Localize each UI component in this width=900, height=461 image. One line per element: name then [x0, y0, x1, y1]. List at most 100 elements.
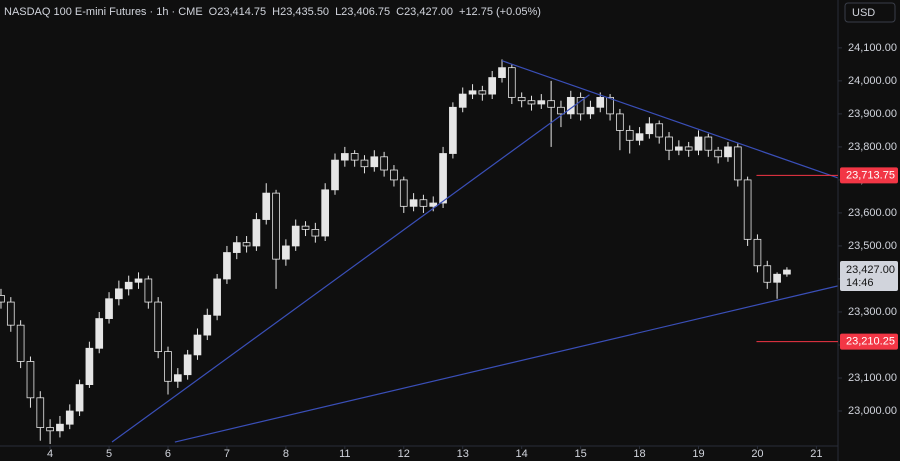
- candle-body: [272, 192, 280, 260]
- x-tick-label: 7: [224, 448, 230, 460]
- candle-body: [606, 96, 614, 115]
- candle-body: [56, 423, 64, 432]
- candle-body: [773, 273, 781, 283]
- candle-body: [0, 295, 5, 303]
- x-tick-label: 15: [574, 448, 586, 460]
- candle-body: [498, 67, 506, 78]
- candle-body: [311, 229, 320, 237]
- candle-body: [616, 113, 624, 131]
- candle-body: [46, 427, 54, 432]
- candle-body: [95, 318, 104, 349]
- candle-body: [399, 179, 408, 207]
- candle-body: [331, 159, 339, 191]
- candle-body: [547, 100, 555, 108]
- candle-body: [380, 156, 388, 171]
- plot-area: [0, 59, 839, 445]
- x-tick-label: 19: [692, 448, 704, 460]
- candle-body: [655, 123, 664, 138]
- x-tick-label: 4: [47, 448, 53, 460]
- candle-body: [6, 301, 15, 326]
- last-price-box: [840, 261, 898, 292]
- candle-body: [164, 351, 172, 382]
- candle-body: [154, 301, 163, 352]
- candle-body: [115, 288, 123, 300]
- x-tick-label: 6: [165, 448, 171, 460]
- candle-body: [714, 149, 722, 158]
- x-tick-label: 8: [283, 448, 289, 460]
- candle-body: [675, 146, 683, 151]
- ohlc-value: L23,406.75: [335, 6, 390, 18]
- candle-body: [124, 281, 133, 290]
- level-label: 23,210.25: [846, 336, 895, 348]
- candle-body: [213, 278, 221, 316]
- currency-button[interactable]: [844, 2, 896, 23]
- x-tick-label: 21: [810, 448, 822, 460]
- ohlc-value: O23,414.75: [209, 6, 267, 18]
- trend-line: [174, 285, 839, 443]
- candle-body: [684, 146, 693, 151]
- candle-body: [557, 106, 565, 115]
- chart-title: NASDAQ 100 E-mini Futures · 1h · CME: [4, 6, 203, 18]
- candle-body: [360, 159, 369, 168]
- y-tick-label: 23,100.00: [848, 372, 897, 384]
- candle-body: [232, 242, 241, 253]
- candle-body: [203, 314, 212, 336]
- x-tick-label: 12: [398, 448, 410, 460]
- candle-body: [252, 219, 261, 247]
- candle-body: [262, 192, 271, 220]
- candle-body: [733, 146, 742, 181]
- candle-body: [488, 77, 497, 95]
- trend-line: [111, 94, 590, 443]
- ohlc-value: H23,435.50: [272, 6, 329, 18]
- last-price-label: 23,427.00: [846, 264, 895, 276]
- level-label: 23,713.75: [846, 169, 895, 181]
- candle-body: [193, 334, 202, 356]
- candle-body: [105, 298, 113, 319]
- candle-body: [449, 106, 457, 154]
- level-label-box: [840, 333, 898, 350]
- y-tick-label: 23,800.00: [848, 141, 897, 153]
- currency[interactable]: USD: [852, 7, 875, 19]
- candle-body: [26, 361, 35, 399]
- candle-body: [507, 67, 516, 98]
- x-tick-label: 18: [633, 448, 645, 460]
- candle-body: [340, 153, 349, 161]
- candle-body: [527, 100, 536, 105]
- candle-body: [409, 199, 418, 207]
- x-tick-label: 5: [106, 448, 112, 460]
- candle-body: [665, 136, 673, 151]
- candle-body: [173, 374, 182, 382]
- countdown: 14:46: [846, 277, 874, 289]
- candle-body: [635, 133, 644, 141]
- candle-body: [419, 199, 428, 207]
- candle-body: [783, 269, 791, 275]
- candle-body: [301, 225, 310, 230]
- candle-body: [478, 90, 487, 95]
- y-tick-label: 23,500.00: [848, 240, 897, 252]
- candle-body: [694, 136, 703, 151]
- candle-body: [586, 106, 595, 115]
- ohlc-value: C23,427.00: [396, 6, 453, 18]
- candle-body: [321, 189, 330, 237]
- candle-body: [85, 347, 94, 385]
- y-tick-label: 23,600.00: [848, 207, 897, 219]
- candle-body: [65, 410, 74, 425]
- candle-body: [439, 153, 447, 204]
- trend-line: [501, 60, 839, 179]
- x-tick-label: 11: [339, 448, 350, 460]
- candle-body: [242, 242, 251, 247]
- header: NASDAQ 100 E-mini Futures · 1h · CME O23…: [4, 6, 541, 18]
- candle-body: [724, 146, 732, 158]
- y-tick-label: 23,000.00: [848, 405, 897, 417]
- candle-body: [576, 96, 585, 115]
- candle-body: [517, 96, 526, 102]
- candle-body: [75, 384, 84, 412]
- candle-body: [144, 278, 153, 303]
- y-tick-label: 23,900.00: [848, 108, 897, 120]
- level-label-box: [840, 167, 898, 184]
- candle-body: [537, 100, 546, 105]
- candle-body: [753, 238, 762, 267]
